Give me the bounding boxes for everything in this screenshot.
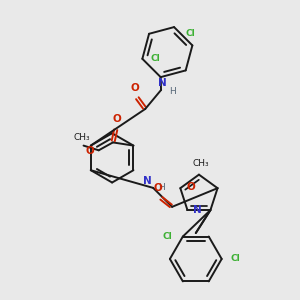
Text: O: O xyxy=(85,146,94,156)
Text: N: N xyxy=(193,205,202,215)
Text: Cl: Cl xyxy=(163,232,173,241)
Text: N: N xyxy=(158,78,166,88)
Text: N: N xyxy=(143,176,152,186)
Text: Cl: Cl xyxy=(150,54,160,63)
Text: H: H xyxy=(158,183,165,192)
Text: O: O xyxy=(112,114,121,124)
Text: Cl: Cl xyxy=(230,254,240,263)
Text: CH₃: CH₃ xyxy=(74,133,90,142)
Text: Cl: Cl xyxy=(186,29,196,38)
Text: O: O xyxy=(130,83,139,93)
Text: O: O xyxy=(186,182,195,192)
Text: H: H xyxy=(169,87,176,96)
Text: CH₃: CH₃ xyxy=(192,159,209,168)
Text: O: O xyxy=(153,183,162,193)
